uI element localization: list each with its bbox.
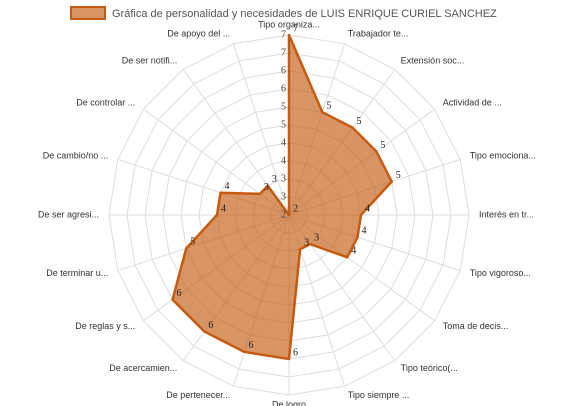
category-label: De apoyo del ... (167, 29, 230, 39)
r-tick-label: 3 (281, 191, 286, 202)
legend-swatch (70, 6, 106, 20)
category-label: Tipo siempre ... (348, 390, 410, 400)
value-label: 3 (272, 174, 277, 185)
category-label: De reglas y s... (75, 321, 135, 331)
category-label: De acercamien... (109, 363, 177, 373)
value-label: 3 (314, 232, 319, 243)
value-label: 4 (225, 181, 230, 192)
value-label: 2 (293, 203, 298, 214)
value-label: 4 (365, 203, 370, 214)
value-label: 4 (351, 246, 356, 257)
spoke (232, 43, 290, 216)
r-tick-label: 4 (281, 137, 286, 148)
r-tick-label: 7 (281, 47, 286, 58)
category-label: Tipo vigoroso... (470, 268, 531, 278)
radar-area (171, 33, 393, 361)
category-label: Extensión soc... (401, 56, 465, 66)
category-label: Actividad de ... (443, 98, 502, 108)
value-label: 6 (293, 347, 298, 358)
value-label: 3 (264, 182, 269, 193)
category-label: De terminar u... (46, 268, 108, 278)
category-label: De ser notifi... (122, 56, 178, 66)
value-label: 5 (396, 170, 401, 181)
r-tick-label: 6 (281, 83, 286, 94)
value-label: 7 (293, 23, 298, 34)
category-label: De ser agresi... (38, 209, 99, 219)
category-label: De controlar ... (76, 98, 135, 108)
value-label: 4 (361, 226, 366, 237)
category-label: Tipo organiza... (258, 19, 320, 29)
category-label: Toma de decis... (443, 321, 509, 331)
category-label: De pertenecer... (166, 390, 230, 400)
legend-label: Gráfica de personalidad y necesidades de… (112, 8, 497, 20)
value-label: 6 (208, 320, 213, 331)
value-label: 3 (304, 238, 309, 249)
value-label: 5 (380, 140, 385, 151)
r-tick-label: 2 (281, 209, 286, 220)
r-tick-label: 5 (281, 119, 286, 130)
category-label: Interés en tr... (479, 209, 534, 219)
value-label: 5 (326, 101, 331, 112)
value-label: 6 (249, 340, 254, 351)
legend: Gráfica de personalidad y necesidades de… (70, 6, 497, 20)
r-tick-label: 4 (281, 155, 286, 166)
r-tick-label: 7 (281, 29, 286, 40)
value-label: 5 (356, 116, 361, 127)
category-label: Trabajador te... (348, 29, 409, 39)
category-label: Tipo teórico(... (401, 363, 458, 373)
r-tick-label: 3 (281, 173, 286, 184)
category-label: De logro (272, 399, 306, 406)
r-tick-label: 5 (281, 101, 286, 112)
value-label: 4 (221, 203, 226, 214)
category-label: Tipo emociona... (470, 151, 536, 161)
value-label: 6 (177, 288, 182, 299)
r-tick-label: 6 (281, 65, 286, 76)
value-label: 5 (190, 237, 195, 248)
category-label: De cambio/no ... (43, 151, 109, 161)
